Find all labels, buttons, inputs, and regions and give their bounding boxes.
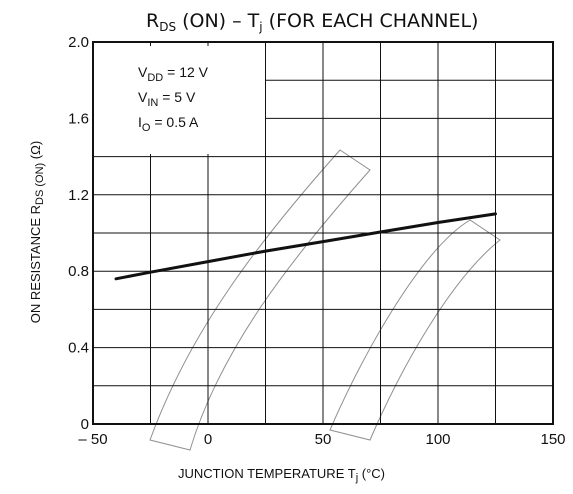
y-tick-label: 0 <box>81 416 89 433</box>
x-tick-label: 50 <box>315 431 332 448</box>
grid <box>93 42 553 424</box>
plot-frame <box>92 41 554 425</box>
chart-title: RDS (ON) – Tj (FOR EACH CHANNEL) <box>146 10 478 34</box>
title-rest-sub: j <box>258 20 262 34</box>
ylabel-tail: (Ω) <box>28 141 43 163</box>
ylabel-main: ON RESISTANCE R <box>28 205 43 323</box>
x-tick-label: 0 <box>204 431 212 448</box>
y-tick-label: 1.2 <box>68 187 89 204</box>
condition-text: VIN = 5 V <box>138 89 196 109</box>
series-line <box>114 212 497 281</box>
watermark <box>149 149 501 451</box>
x-tick-label: – 50 <box>78 431 107 448</box>
condition-text: VDD = 12 V <box>138 64 209 84</box>
ylabel-sub: DS (ON) <box>34 163 46 205</box>
title-rest: (ON) – T <box>176 10 260 32</box>
y-tick-label: 0.4 <box>68 340 89 357</box>
x-axis-label: JUNCTION TEMPERATURE Tj (°C) <box>178 466 385 484</box>
y-tick-label: 0.8 <box>68 263 89 280</box>
xlabel-sub: j <box>355 472 358 484</box>
y-axis-label: ON RESISTANCE RDS (ON) (Ω) <box>28 141 46 323</box>
y-tick-label: 1.6 <box>68 110 89 127</box>
x-tick-label: 150 <box>540 431 565 448</box>
series-layer <box>114 212 497 281</box>
conditions-legend: VDD = 12 V VIN = 5 V IO = 0.5 A <box>138 64 209 134</box>
condition-text: IO = 0.5 A <box>138 114 199 134</box>
conditions-box <box>93 46 265 154</box>
xlabel-tail: (°C) <box>358 466 385 481</box>
title-main-sub: DS <box>159 20 176 34</box>
y-tick-label: 2.0 <box>68 34 89 51</box>
xlabel-main: JUNCTION TEMPERATURE T <box>178 466 356 481</box>
title-main: R <box>146 10 159 32</box>
x-tick-label: 100 <box>425 431 450 448</box>
title-tail: (FOR EACH CHANNEL) <box>263 10 479 32</box>
